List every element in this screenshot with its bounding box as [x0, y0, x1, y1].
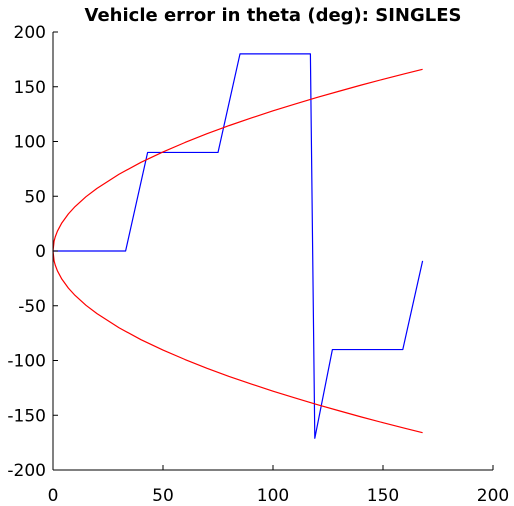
y-tick-label: 0 — [35, 242, 46, 262]
y-tick-label: -100 — [7, 352, 46, 372]
y-tick-label: 150 — [14, 78, 46, 98]
x-tick-label: 0 — [48, 486, 59, 506]
y-tick-label: -150 — [7, 406, 46, 426]
y-tick-label: 100 — [14, 133, 46, 153]
x-tick-label: 200 — [477, 486, 509, 506]
chart-title: Vehicle error in theta (deg): SINGLES — [85, 5, 462, 26]
series-line-0 — [53, 53, 424, 439]
series-layer — [52, 53, 424, 439]
x-tick-label: 100 — [257, 486, 289, 506]
y-tick-label: -200 — [7, 461, 46, 481]
x-tick-label: 50 — [152, 486, 174, 506]
series-line-1 — [52, 68, 423, 252]
plot-area: 0 50 100 150 200 -200 -150 -100 -50 0 50 100 150 200 — [7, 23, 509, 506]
y-tick-label: 50 — [24, 187, 46, 207]
series-line-2 — [52, 250, 423, 434]
x-tick-label: 150 — [367, 486, 399, 506]
y-tick-label: 200 — [14, 23, 46, 43]
y-tick-label: -50 — [18, 297, 46, 317]
ticks-layer: 0 50 100 150 200 -200 -150 -100 -50 0 50 100 150 200 — [7, 23, 509, 506]
